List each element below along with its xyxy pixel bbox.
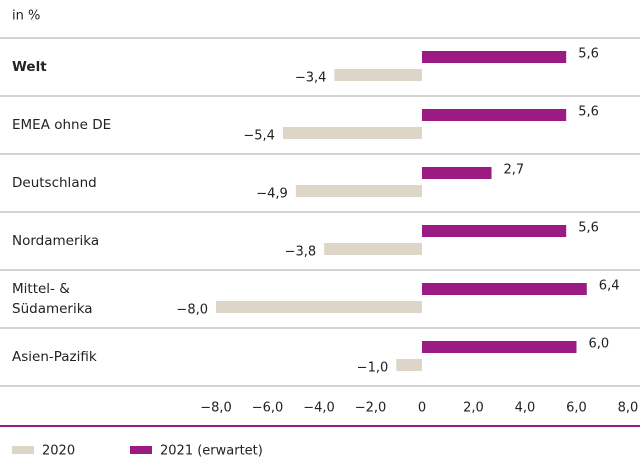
x-tick-label: 4,0: [515, 401, 536, 416]
legend-label: 2020: [42, 444, 75, 459]
x-tick-label: −4,0: [303, 401, 335, 416]
bar: [396, 359, 422, 371]
value-label: 5,6: [578, 221, 599, 236]
x-tick-label: −8,0: [200, 401, 232, 416]
value-label: 6,4: [599, 279, 620, 294]
value-label: 6,0: [589, 337, 610, 352]
category-label: Deutschland: [12, 175, 97, 191]
category-label: EMEA ohne DE: [12, 117, 112, 133]
value-label: −5,4: [243, 129, 275, 144]
x-tick-label: 0: [418, 401, 426, 416]
value-label: −3,8: [285, 245, 317, 260]
bar: [295, 185, 422, 197]
bar: [334, 69, 422, 81]
value-label: −4,9: [256, 187, 288, 202]
x-tick-label: 8,0: [618, 401, 639, 416]
x-tick-label: −2,0: [355, 401, 387, 416]
value-label: −1,0: [357, 361, 389, 376]
category-label: Asien-Pazifik: [12, 349, 97, 365]
category-label: Nordamerika: [12, 233, 100, 249]
bar: [282, 127, 422, 139]
category-label: Mittel- & Südamerika: [12, 281, 93, 317]
x-tick-label: −6,0: [252, 401, 284, 416]
bar: [422, 109, 567, 121]
value-label: −3,4: [295, 71, 327, 86]
value-label: 2,7: [504, 163, 525, 178]
bar: [422, 341, 577, 353]
legend-label: 2021 (erwartet): [160, 444, 263, 459]
bar: [422, 51, 567, 63]
category-label: Welt: [12, 59, 47, 75]
value-label: 5,6: [578, 105, 599, 120]
legend-swatch: [12, 446, 34, 454]
x-tick-label: 2,0: [463, 401, 484, 416]
legend-swatch: [130, 446, 152, 454]
unit-label: in %: [12, 9, 40, 24]
x-tick-label: 6,0: [566, 401, 587, 416]
bar: [216, 301, 422, 313]
bar: [422, 225, 567, 237]
value-label: −8,0: [176, 303, 208, 318]
bar: [422, 167, 492, 179]
bar: [324, 243, 422, 255]
bar: [422, 283, 587, 295]
value-label: 5,6: [578, 47, 599, 62]
